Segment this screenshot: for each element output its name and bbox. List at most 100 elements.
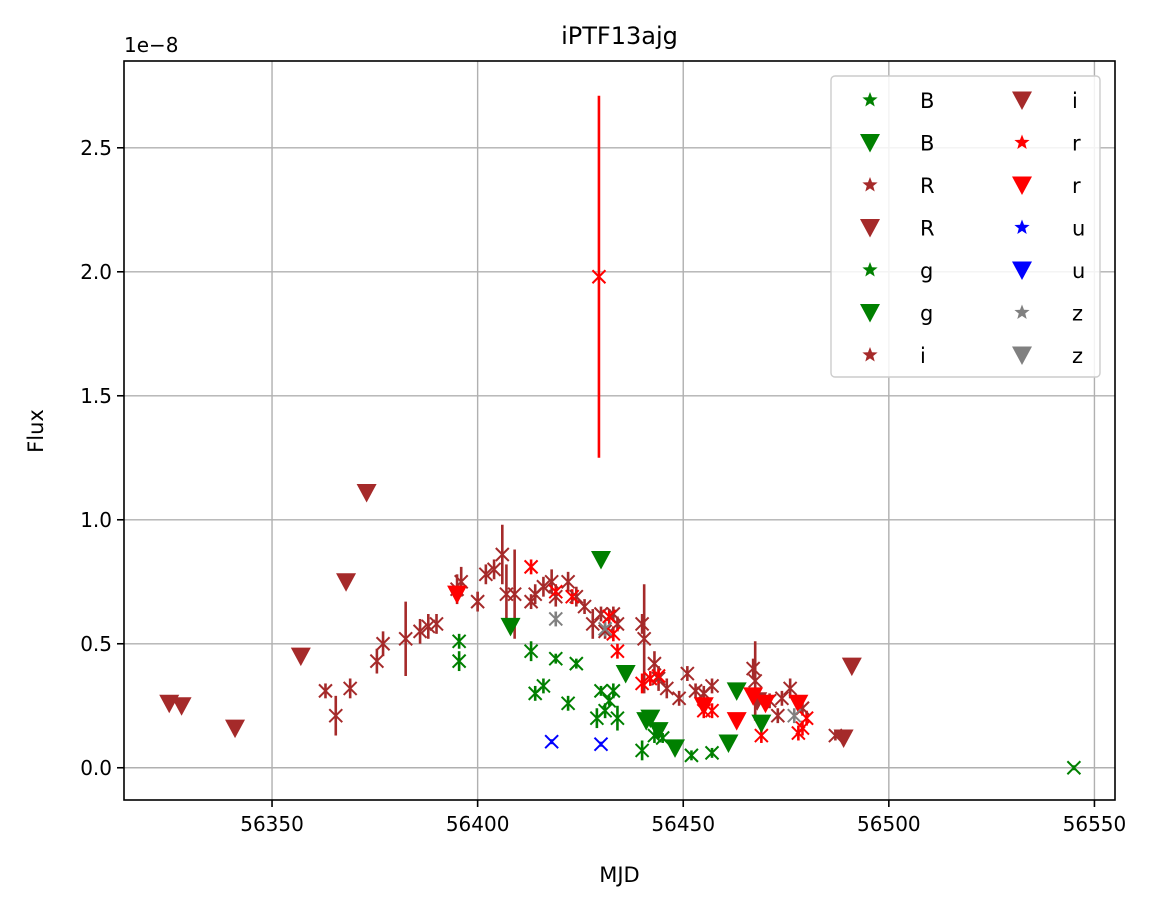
triangle-down-icon: [860, 219, 880, 238]
data-point-g: [602, 693, 617, 709]
x-tick-label: 56550: [1063, 812, 1127, 836]
data-point-g: [704, 745, 720, 761]
x-tick-label: 56350: [240, 812, 304, 836]
upper-limit-point-g: [648, 722, 669, 741]
legend-entry: r: [1014, 132, 1081, 156]
legend-entry: g: [862, 259, 933, 283]
data-point-r: [602, 609, 617, 624]
data-point-r: [754, 728, 769, 743]
upper-limit-point-R: [841, 657, 862, 677]
legend-entry: u: [1014, 217, 1085, 241]
data-point-R: [486, 562, 502, 577]
data-point-R: [636, 631, 652, 647]
y-tick-label: 1.5: [80, 384, 112, 408]
data-point-R: [569, 589, 584, 604]
data-point-R: [585, 616, 600, 632]
data-point-R: [770, 708, 786, 723]
upper-limit-point-r: [755, 694, 776, 714]
data-point-g: [569, 656, 584, 671]
star-icon: [1014, 304, 1030, 319]
y-tick-label: 2.0: [80, 260, 112, 284]
data-point-g: [536, 678, 551, 694]
legend-label: u: [1072, 259, 1085, 283]
y-axis-offset-label: 1e−8: [124, 33, 179, 57]
data-point-R: [328, 708, 343, 723]
data-point-r: [606, 626, 621, 642]
data-point-r: [795, 720, 810, 736]
data-point-R: [478, 567, 494, 582]
triangle-down-icon: [1012, 91, 1032, 110]
chart-title: iPTF13ajg: [561, 22, 678, 50]
data-point-R: [688, 683, 703, 699]
data-point-z: [787, 708, 802, 723]
upper-limit-point-R: [290, 647, 311, 667]
upper-limit-point-g: [718, 734, 739, 753]
y-tick-label: 0.5: [80, 632, 112, 656]
upper-limit-point-r: [743, 687, 764, 706]
y-tick-label: 0.0: [80, 756, 112, 780]
data-point-r: [651, 668, 666, 684]
legend-label: R: [920, 217, 935, 241]
data-point-R: [375, 636, 391, 651]
upper-limit-point-g: [590, 550, 611, 570]
data-point-R: [412, 624, 428, 639]
legend-entry: u: [1012, 259, 1085, 283]
data-point-R: [597, 624, 613, 639]
legend-entry: R: [862, 174, 935, 198]
data-point-u: [593, 736, 609, 752]
triangle-down-icon: [860, 304, 880, 323]
legend-label: i: [1072, 89, 1078, 113]
upper-limit-point-r: [726, 712, 747, 731]
data-point-R: [429, 616, 444, 632]
legend-entry: i: [862, 344, 926, 368]
data-point-R: [536, 579, 551, 594]
data-point-r: [643, 671, 658, 686]
triangle-down-icon: [1012, 261, 1032, 280]
legend-entry: i: [1012, 89, 1078, 113]
data-point-r: [565, 589, 580, 604]
legend-label: B: [920, 132, 934, 156]
data-point-r: [634, 676, 650, 691]
triangle-down-icon: [1012, 176, 1032, 195]
data-point-g: [606, 683, 621, 699]
star-icon: [1014, 134, 1030, 149]
data-point-R: [671, 691, 687, 706]
data-point-r: [799, 710, 814, 726]
legend-label: R: [920, 174, 935, 198]
legend-label: r: [1072, 174, 1081, 198]
data-point-g: [1066, 760, 1082, 775]
legend-label: i: [920, 344, 926, 368]
data-point-R: [647, 656, 662, 671]
star-icon: [862, 92, 878, 107]
data-point-R: [523, 594, 539, 609]
data-point-r: [591, 269, 607, 284]
data-point-u: [544, 734, 559, 749]
x-axis-label: MJD: [599, 863, 639, 887]
plot-frame: [123, 60, 1116, 801]
data-point-R: [495, 547, 510, 562]
legend-label: r: [1072, 132, 1081, 156]
data-point-R: [704, 678, 720, 694]
star-icon: [1014, 219, 1030, 234]
data-point-R: [544, 574, 559, 589]
upper-limit-point-R: [225, 719, 246, 739]
upper-limit-point-R: [833, 729, 854, 749]
data-point-R: [507, 586, 522, 602]
upper-limit-point-g: [665, 739, 686, 758]
data-point-R: [747, 673, 763, 689]
data-point-g: [684, 748, 699, 763]
star-icon: [862, 347, 878, 362]
legend-entry: z: [1012, 344, 1083, 368]
x-axis-ticks: 56350 56400 56450 56500 56550: [240, 800, 1126, 836]
data-point-g: [593, 683, 609, 699]
upper-limit-point-g: [500, 617, 521, 637]
x-tick-label: 56400: [446, 812, 510, 836]
upper-limit-point-r: [788, 694, 809, 714]
legend-entry: B: [860, 132, 934, 156]
data-point-g: [610, 710, 625, 726]
data-point-g: [597, 703, 613, 718]
star-icon: [862, 177, 878, 192]
legend-label: z: [1072, 302, 1083, 326]
star-icon: [862, 262, 878, 277]
data-point-R: [593, 606, 609, 622]
